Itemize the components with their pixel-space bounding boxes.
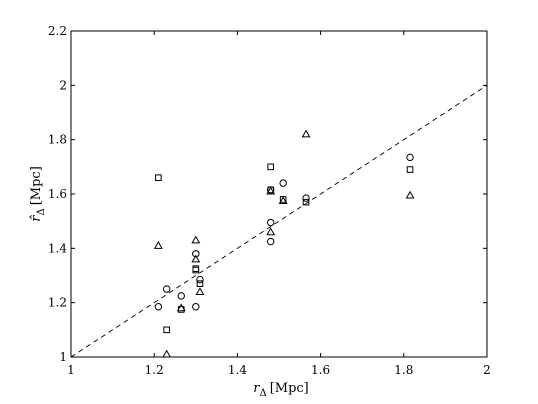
y-axis-label: r̂Δ [Mpc] xyxy=(29,166,47,222)
data-point-circle xyxy=(266,237,275,246)
reference-line xyxy=(70,84,488,358)
x-axis-label-unit: [Mpc] xyxy=(270,381,309,396)
x-tick-label: 1.6 xyxy=(311,363,330,377)
data-point-circle xyxy=(406,153,414,162)
x-axis-label-subscript: Δ xyxy=(259,388,266,399)
data-point-square xyxy=(267,163,274,171)
y-tick-label: 2 xyxy=(59,78,67,92)
x-tick-label: 1 xyxy=(67,363,75,377)
data-point-triangle xyxy=(266,186,276,195)
data-point-square xyxy=(163,326,170,334)
data-point-circle xyxy=(196,275,204,284)
x-axis-label-symbol: r xyxy=(253,381,260,396)
data-point-square xyxy=(192,265,200,273)
data-point-triangle xyxy=(191,254,201,263)
data-point-circle xyxy=(154,303,163,311)
data-point-triangle xyxy=(266,227,276,236)
x-axis-label: rΔ [Mpc] xyxy=(253,381,309,399)
data-point-triangle xyxy=(301,129,311,138)
x-tick-label: 1.8 xyxy=(394,363,413,377)
data-point-circle xyxy=(192,303,200,311)
y-tick-label: 1.2 xyxy=(48,296,67,310)
data-point-triangle xyxy=(278,196,288,204)
reference-line-group xyxy=(70,84,488,358)
data-point-circle xyxy=(162,285,171,293)
data-point-triangle xyxy=(153,241,163,249)
y-axis-label-unit: [Mpc] xyxy=(29,166,44,205)
data-point-square xyxy=(406,166,414,173)
y-tick-label: 2.2 xyxy=(48,24,67,38)
y-axis-label-symbol: r̂ xyxy=(29,214,44,222)
data-point-square xyxy=(192,266,200,274)
data-markers xyxy=(153,129,415,358)
data-point-circle xyxy=(302,194,310,202)
data-point-square xyxy=(196,280,204,287)
plot-frame xyxy=(70,30,488,358)
axis-ticks xyxy=(70,30,488,358)
data-point-triangle xyxy=(195,287,205,295)
data-point-square xyxy=(302,198,310,206)
data-point-triangle xyxy=(176,303,186,312)
data-point-circle xyxy=(192,250,200,258)
x-tick-label: 2 xyxy=(483,363,491,377)
x-tick-label: 1.4 xyxy=(228,363,247,377)
data-point-circle xyxy=(266,218,275,227)
data-point-circle xyxy=(177,292,185,300)
data-point-square xyxy=(155,174,162,181)
y-tick-label: 1.4 xyxy=(48,241,67,255)
axis-tick-labels: 1 1.2 1.4 1.6 1.8 2 1 1.2 1.4 1.6 1.8 2 2.2 xyxy=(48,24,491,377)
plot-area-border xyxy=(70,30,488,358)
y-tick-label: 1 xyxy=(59,350,67,364)
data-point-triangle xyxy=(405,190,415,199)
y-axis-label-subscript: Δ xyxy=(36,208,47,215)
axis-labels: rΔ [Mpc] r̂Δ[Mpc] xyxy=(29,166,309,399)
data-point-triangle xyxy=(162,349,172,358)
data-point-triangle xyxy=(191,235,201,244)
y-tick-label: 1.8 xyxy=(48,133,67,147)
x-tick-label: 1.2 xyxy=(145,363,164,377)
y-tick-label: 1.6 xyxy=(48,187,67,201)
data-point-circle xyxy=(279,179,287,187)
